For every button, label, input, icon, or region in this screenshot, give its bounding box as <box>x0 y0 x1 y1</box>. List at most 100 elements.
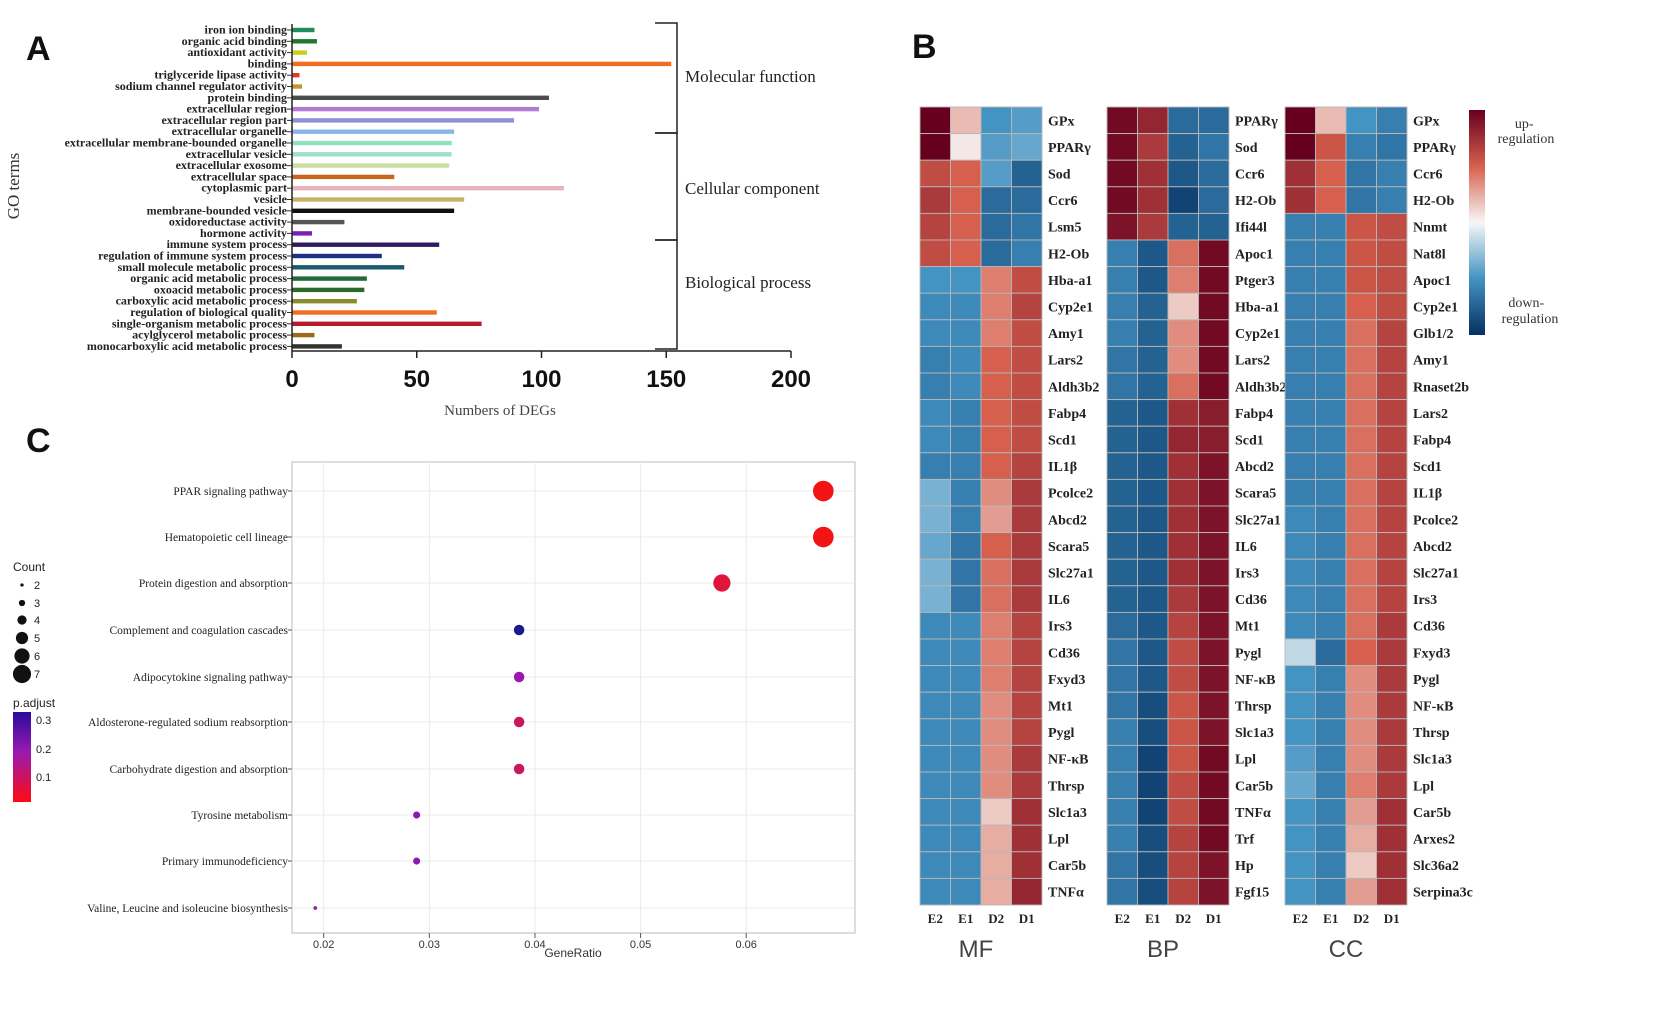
heatmap-row-label: Scd1 <box>1413 460 1442 475</box>
panel-label-b: B <box>912 28 937 66</box>
go-bar-chart: GO terms Numbers of DEGs iron ion bindin… <box>4 22 820 419</box>
heatmap-cell <box>950 133 982 161</box>
heatmap-cell <box>1106 266 1138 294</box>
heatmap-cell <box>1106 399 1138 427</box>
heatmap-row-label: IL6 <box>1235 540 1257 555</box>
heatmap-cell <box>1376 638 1408 667</box>
heatmap-cell <box>1167 744 1199 773</box>
heatmap-cell <box>1106 159 1138 188</box>
heatmap-row-label: Scara5 <box>1235 487 1276 502</box>
heatmap-cell <box>1315 425 1347 454</box>
heatmap-cell <box>950 292 982 321</box>
heatmap-cell <box>1345 212 1377 241</box>
heatmap-cell <box>1284 691 1316 720</box>
heatmap-cell <box>1376 425 1408 454</box>
heatmap-cell <box>919 771 951 800</box>
panel-label-c: C <box>26 422 51 460</box>
heatmap-cell <box>1106 133 1138 161</box>
heatmap-cell <box>1011 106 1043 135</box>
heatmap-cell <box>1198 638 1230 667</box>
go-bar <box>292 106 540 112</box>
count-legend-label: 2 <box>34 580 40 592</box>
heatmap-row-label: Abcd2 <box>1235 460 1274 475</box>
heatmap-row-label: Cd36 <box>1413 620 1445 635</box>
go-bar <box>292 50 307 55</box>
heatmap-cell <box>1315 877 1347 906</box>
heatmap-row-label: Sod <box>1235 141 1258 156</box>
heatmap-cell <box>1106 505 1138 534</box>
heatmap-row-label: Irs3 <box>1413 593 1437 608</box>
heatmap-cell <box>1284 585 1316 613</box>
heatmap-cell <box>1167 532 1199 560</box>
go-term-label: carboxylic acid metabolic process <box>116 294 288 308</box>
heatmap-cell <box>919 718 951 746</box>
heatmap-cell <box>1011 505 1043 534</box>
go-term-label: regulation of biological quality <box>130 305 287 319</box>
heatmap-cell <box>1345 292 1377 321</box>
heatmap-cell <box>950 798 982 826</box>
go-term-label: triglyceride lipase activity <box>154 68 287 82</box>
heatmap-cell <box>1345 611 1377 640</box>
heatmap-colorbar <box>1469 110 1485 335</box>
heatmap-row-label: Scara5 <box>1048 540 1089 555</box>
heatmap-cell <box>1315 133 1347 161</box>
heatmap-cell <box>1167 266 1199 294</box>
heatmap-cell <box>1315 558 1347 587</box>
heatmap-row-label: Lars2 <box>1235 354 1270 369</box>
count-legend-label: 4 <box>34 615 40 627</box>
heatmap-cell <box>919 851 951 879</box>
go-group-bracket <box>655 132 678 241</box>
heatmap-row-label: Cyp2e1 <box>1048 301 1093 316</box>
heatmap-cell <box>1345 372 1377 401</box>
heatmap-cell <box>1137 319 1169 347</box>
heatmap-cell <box>919 691 951 720</box>
heatmap-cell <box>950 638 982 667</box>
heatmap-cell <box>1284 292 1316 321</box>
heatmap-cell <box>1315 851 1347 879</box>
heatmap-cell <box>1137 585 1169 613</box>
heatmap-cell <box>1137 532 1169 560</box>
go-term-label: oxidoreductase activity <box>169 215 287 229</box>
heatmap-cell <box>1011 585 1043 613</box>
heatmap-cell <box>1315 585 1347 613</box>
go-term-label: protein binding <box>208 90 287 104</box>
heatmap-row-label: Hba-a1 <box>1048 274 1092 289</box>
heatmap-cell <box>1376 851 1408 879</box>
heatmap-cell <box>950 532 982 560</box>
heatmap-cell <box>1011 345 1043 374</box>
heatmap-cell <box>1198 319 1230 347</box>
go-term-label: immune system process <box>167 237 288 251</box>
heatmap-cell <box>1167 452 1199 480</box>
heatmap-cell <box>1011 452 1043 480</box>
dotplot-point <box>812 526 834 548</box>
heatmap-panel: GPx PPARγ Sod Ccr6 Lsm5 H2-Ob Hba-a1 Cyp2e1 Amy1… <box>919 106 1558 963</box>
heatmap-cell <box>950 585 982 613</box>
heatmap-row-label: PPARγ <box>1048 141 1091 156</box>
heatmap-color-legend: up- regulation down- regulation <box>1469 110 1558 335</box>
heatmap-cell <box>919 505 951 534</box>
heatmap-cell <box>1106 292 1138 321</box>
heatmap-cell <box>950 425 982 454</box>
heatmap-row-label: H2-Ob <box>1235 194 1276 209</box>
heatmap-cell <box>1167 186 1199 214</box>
go-term-label: acylglycerol metabolic process <box>132 328 287 342</box>
go-bar <box>292 163 450 168</box>
heatmap-cell <box>1315 532 1347 560</box>
go-bar <box>292 95 549 100</box>
heatmap-cell <box>1376 505 1408 534</box>
heatmap-cell <box>1198 425 1230 454</box>
heatmap-row-label: Nat8l <box>1413 247 1446 262</box>
heatmap-cell <box>1198 824 1230 853</box>
heatmap-cell <box>1198 478 1230 507</box>
heatmap-cell <box>1198 665 1230 693</box>
heatmap-cell <box>1376 877 1408 906</box>
heatmap-row-label: Arxes2 <box>1413 833 1455 848</box>
heatmap-cell <box>980 744 1012 773</box>
heatmap-cell <box>1345 345 1377 374</box>
heatmap-cell <box>919 744 951 773</box>
heatmap-cell <box>1137 452 1169 480</box>
heatmap-cell <box>1106 877 1138 906</box>
heatmap-cell <box>1198 266 1230 294</box>
heatmap-row-label: Aldh3b2 <box>1048 380 1099 395</box>
go-x-tick-label: 200 <box>771 366 811 393</box>
